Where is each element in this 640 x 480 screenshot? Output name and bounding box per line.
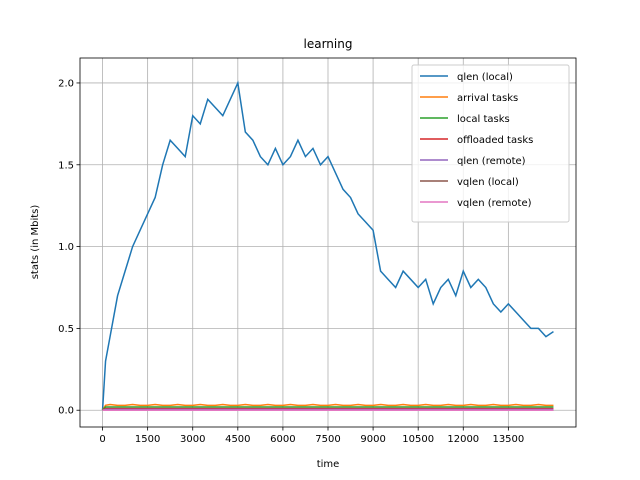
- x-axis-label: time: [317, 459, 340, 470]
- y-tick-label: 0.5: [58, 324, 74, 335]
- x-tick-label: 6000: [270, 434, 295, 445]
- x-tick-label: 1500: [135, 434, 160, 445]
- y-axis-label: stats (in Mbits): [30, 205, 41, 280]
- plot-frame: [79, 57, 577, 428]
- legend-box: [411, 64, 570, 223]
- line-series: [101, 80, 554, 411]
- legend-label: vqlen (remote): [457, 198, 532, 209]
- legend-label: offloaded tasks: [457, 135, 533, 146]
- x-tick-label: 0: [99, 434, 105, 445]
- x-tick-label: 3000: [180, 434, 205, 445]
- y-tick-label: 1.0: [58, 242, 74, 253]
- line-series: [101, 403, 554, 411]
- legend-label: local tasks: [457, 114, 510, 125]
- x-tick-label: 7500: [315, 434, 340, 445]
- y-tick-label: 1.5: [58, 160, 74, 171]
- legend-label: arrival tasks: [457, 93, 518, 104]
- x-tick-label: 9000: [360, 434, 385, 445]
- legend-label: qlen (remote): [457, 156, 526, 167]
- line-series: [102, 407, 554, 411]
- x-tick-label: 12000: [447, 434, 479, 445]
- legend-label: qlen (local): [457, 72, 513, 83]
- y-tick-label: 2.0: [58, 78, 74, 89]
- x-tick-label: 13500: [492, 434, 524, 445]
- x-tick-label: 10500: [402, 434, 434, 445]
- line-series: [101, 406, 554, 411]
- x-tick-label: 4500: [225, 434, 250, 445]
- legend-label: vqlen (local): [457, 177, 519, 188]
- chart-title: learning: [304, 37, 353, 51]
- line-series: [102, 408, 554, 411]
- y-tick-label: 0.0: [58, 406, 74, 417]
